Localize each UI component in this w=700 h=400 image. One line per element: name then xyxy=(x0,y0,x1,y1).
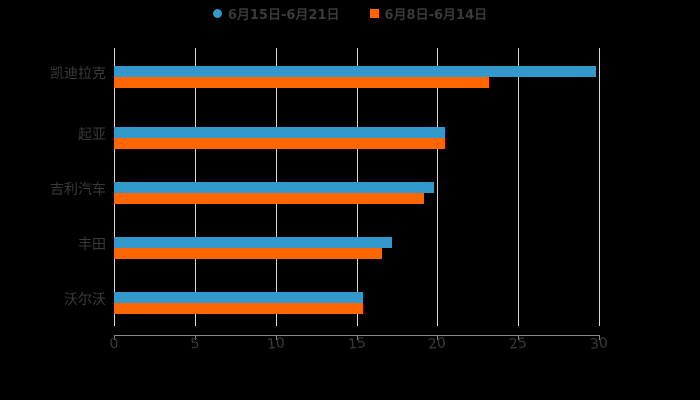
x-tick-label: 0 xyxy=(108,335,120,353)
x-axis-line xyxy=(114,335,599,336)
legend-item-week1[interactable]: 6月8日-6月14日 xyxy=(369,4,488,23)
bar-week2[interactable] xyxy=(114,127,446,138)
bar-week2[interactable] xyxy=(114,237,393,248)
gridline xyxy=(599,48,600,326)
x-tick-label: 5 xyxy=(189,335,201,353)
legend-label: 6月15日-6月21日 xyxy=(227,8,340,23)
bar-week1[interactable] xyxy=(114,138,446,149)
axis-tick xyxy=(356,335,358,340)
axis-tick xyxy=(275,335,277,340)
axis-tick xyxy=(518,335,520,340)
bar-week2[interactable] xyxy=(114,292,363,303)
legend-square-icon xyxy=(369,9,379,18)
bar-week1[interactable] xyxy=(114,303,363,314)
axis-tick xyxy=(194,335,196,340)
chart-legend: 6月15日-6月21日 6月8日-6月14日 xyxy=(0,4,700,23)
x-tick-label: 10 xyxy=(265,335,286,353)
legend-label: 6月8日-6月14日 xyxy=(384,8,488,23)
legend-circle-icon xyxy=(212,9,222,18)
axis-tick xyxy=(114,335,115,340)
gridline xyxy=(518,48,520,326)
category-label: 丰田 xyxy=(78,237,106,253)
axis-tick xyxy=(599,335,600,340)
x-tick-label: 15 xyxy=(346,335,367,353)
x-tick-label: 30 xyxy=(589,335,609,353)
axis-tick xyxy=(437,335,439,340)
bar-week1[interactable] xyxy=(114,193,425,204)
bar-week2[interactable] xyxy=(114,66,596,77)
category-label: 沃尔沃 xyxy=(64,292,106,308)
bar-week2[interactable] xyxy=(114,182,435,193)
gridline xyxy=(437,48,439,326)
category-label: 吉利汽车 xyxy=(50,182,106,198)
bar-week1[interactable] xyxy=(114,248,383,259)
bar-week1[interactable] xyxy=(114,77,490,88)
x-tick-label: 25 xyxy=(508,335,528,353)
legend-item-week2[interactable]: 6月15日-6月21日 xyxy=(212,4,340,23)
category-label: 起亚 xyxy=(78,127,106,143)
x-tick-label: 20 xyxy=(427,335,448,353)
category-label: 凯迪拉克 xyxy=(50,66,106,82)
